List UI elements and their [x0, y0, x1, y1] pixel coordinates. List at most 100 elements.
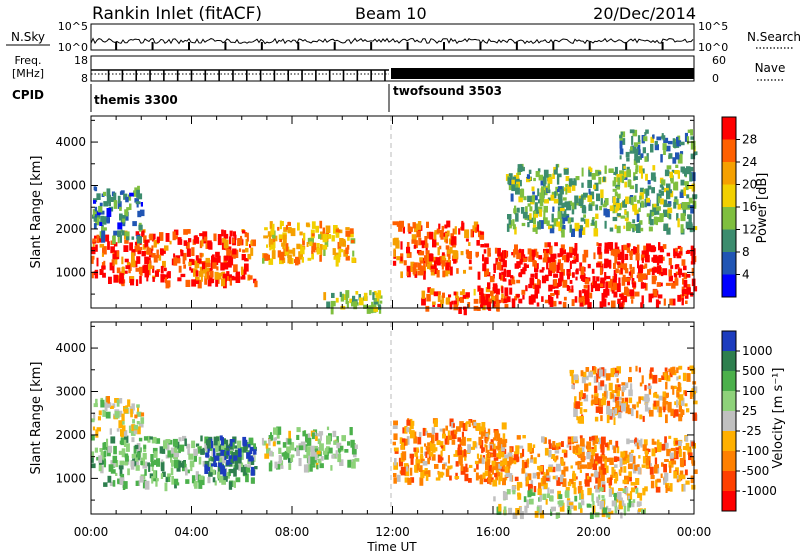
heatmap-cell	[616, 261, 621, 265]
heatmap-cell	[614, 456, 620, 462]
heatmap-cell	[587, 284, 590, 293]
heatmap-cell	[640, 153, 644, 158]
heatmap-cell	[586, 375, 589, 381]
heatmap-cell	[624, 181, 628, 188]
heatmap-cell	[335, 297, 339, 303]
heatmap-cell	[193, 268, 198, 277]
heatmap-cell	[427, 287, 431, 293]
heatmap-cell	[240, 235, 243, 241]
heatmap-cell	[198, 456, 202, 465]
heatmap-cell	[184, 467, 188, 472]
heatmap-cell	[279, 220, 282, 230]
heatmap-cell	[616, 390, 620, 397]
heatmap-cell	[94, 269, 99, 279]
heatmap-cell	[424, 430, 428, 436]
colorbar-swatch	[722, 471, 736, 492]
heatmap-cell	[650, 367, 654, 372]
heatmap-cell	[616, 213, 621, 217]
heatmap-cell	[676, 367, 679, 374]
heatmap-cell	[636, 213, 640, 222]
heatmap-cell	[432, 256, 438, 263]
heatmap-cell	[241, 269, 246, 278]
heatmap-cell	[637, 259, 640, 269]
heatmap-cell	[113, 242, 118, 247]
heatmap-cell	[451, 422, 455, 429]
heatmap-cell	[604, 246, 609, 252]
heatmap-cell	[602, 396, 606, 403]
heatmap-cell	[558, 301, 562, 305]
heatmap-cell	[572, 272, 575, 278]
heatmap-cell	[244, 263, 249, 272]
heatmap-cell	[682, 459, 686, 466]
heatmap-cell	[349, 228, 354, 234]
heatmap-cell	[579, 493, 583, 500]
colorbar-tick-label: 100	[742, 384, 765, 398]
heatmap-cell	[224, 255, 229, 261]
heatmap-cell	[581, 182, 584, 188]
heatmap-cell	[220, 449, 226, 456]
heatmap-cell	[249, 446, 254, 452]
heatmap-cell	[511, 485, 516, 493]
heatmap-cell	[602, 507, 608, 514]
heatmap-cell	[504, 270, 507, 277]
heatmap-cell	[558, 442, 564, 446]
heatmap-cell	[646, 197, 650, 203]
heatmap-cell	[446, 230, 450, 236]
heatmap-cell	[437, 291, 441, 295]
heatmap-cell	[166, 280, 171, 288]
heatmap-cell	[686, 373, 691, 382]
heatmap-cell	[599, 301, 604, 308]
heatmap-cell	[123, 193, 128, 200]
heatmap-cell	[452, 423, 455, 428]
heatmap-cell	[119, 440, 125, 445]
heatmap-cell	[484, 444, 487, 448]
heatmap-cell	[276, 426, 282, 435]
heatmap-cell	[232, 248, 237, 255]
heatmap-cell	[127, 468, 130, 476]
heatmap-cell	[595, 169, 600, 177]
heatmap-cell	[167, 450, 172, 458]
heatmap-cell	[665, 414, 668, 424]
heatmap-cell	[93, 223, 97, 229]
heatmap-cell	[119, 206, 122, 211]
heatmap-cell	[606, 465, 609, 474]
heatmap-cell	[319, 244, 323, 250]
heatmap-cell	[193, 448, 198, 456]
time-tick-label: 08:00	[275, 525, 310, 539]
heatmap-cell	[536, 251, 539, 258]
heatmap-cell	[435, 257, 441, 264]
heatmap-cell	[489, 476, 492, 485]
heatmap-cell	[426, 446, 431, 455]
heatmap-cell	[559, 189, 564, 195]
heatmap-cell	[579, 469, 582, 473]
heatmap-cell	[690, 251, 696, 256]
heatmap-cell	[419, 268, 424, 276]
heatmap-cell	[473, 288, 476, 296]
heatmap-cell	[245, 247, 249, 253]
heatmap-cell	[237, 440, 242, 449]
heatmap-cell	[131, 424, 136, 431]
heatmap-cell	[689, 173, 693, 182]
heatmap-cell	[250, 247, 254, 256]
heatmap-cell	[494, 247, 498, 254]
heatmap-cell	[438, 223, 441, 229]
heatmap-cell	[324, 241, 329, 247]
heatmap-cell	[528, 296, 532, 304]
heatmap-cell	[531, 253, 535, 262]
heatmap-cell	[197, 259, 202, 263]
heatmap-cell	[414, 271, 418, 278]
heatmap-cell	[578, 228, 582, 238]
heatmap-cell	[502, 260, 507, 268]
heatmap-cell	[642, 396, 646, 402]
heatmap-cell	[91, 257, 94, 264]
heatmap-cell	[106, 188, 111, 197]
heatmap-cell	[195, 277, 200, 282]
heatmap-cell	[91, 271, 94, 279]
heatmap-cell	[427, 254, 430, 263]
heatmap-cell	[672, 385, 677, 389]
heatmap-cell	[537, 188, 540, 197]
heatmap-cell	[173, 253, 176, 258]
colorbar-tick-label: -1000	[742, 484, 777, 498]
heatmap-cell	[620, 215, 626, 219]
heatmap-cell	[511, 276, 515, 284]
